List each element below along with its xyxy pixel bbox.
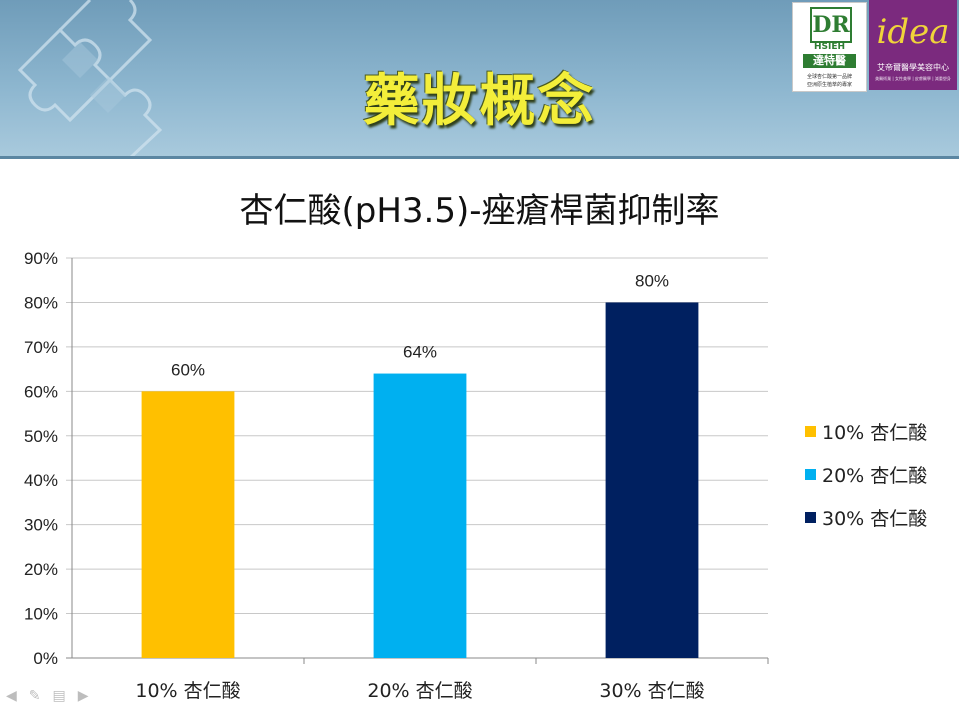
- dr-logo-name: 達特醫: [803, 54, 856, 68]
- legend-swatch: [805, 511, 816, 523]
- y-tick-label: 90%: [24, 249, 58, 268]
- y-tick-label: 10%: [24, 605, 58, 624]
- x-axis-ticks: 10% 杏仁酸 20% 杏仁酸 30% 杏仁酸: [135, 658, 769, 702]
- data-labels: 60% 64% 80%: [171, 271, 669, 379]
- y-tick-label: 20%: [24, 560, 58, 579]
- menu-icon[interactable]: ▤: [52, 688, 66, 704]
- slide-title: 藥妝概念: [363, 69, 596, 134]
- x-tick-label: 10% 杏仁酸: [135, 680, 240, 702]
- data-label: 60%: [171, 360, 205, 379]
- idea-clinic-logo: idea 艾帝爾醫學美容中心 美醫術業 | 女性美學 | 皮膚醫學 | 減重塑身: [869, 0, 957, 90]
- y-tick-label: 30%: [24, 516, 58, 535]
- bar: [141, 391, 235, 658]
- prev-arrow-icon[interactable]: ◀: [6, 688, 17, 704]
- next-arrow-icon[interactable]: ▶: [77, 688, 89, 704]
- legend-item: 10% 杏仁酸: [805, 421, 927, 444]
- legend-swatch: [805, 468, 816, 480]
- legend-swatch: [805, 425, 816, 437]
- y-tick-label: 0%: [33, 649, 58, 668]
- slide-nav: ◀ ✎ ▤ ▶: [6, 688, 89, 704]
- legend-item: 30% 杏仁酸: [805, 507, 927, 530]
- dr-logo-hsieh: HSIEH: [813, 42, 846, 52]
- dr-hsieh-logo: DR HSIEH 達特醫 全球杏仁酸第一品牌 亞洲原生植萃的專家: [792, 2, 867, 92]
- data-label: 80%: [635, 271, 669, 290]
- y-tick-label: 60%: [24, 382, 58, 401]
- idea-logo-sub: 美醫術業 | 女性美學 | 皮膚醫學 | 減重塑身: [875, 76, 951, 81]
- header-divider: [0, 156, 959, 159]
- dr-logo-tagline-2: 亞洲原生植萃的專家: [806, 82, 852, 88]
- legend-label: 10% 杏仁酸: [822, 421, 928, 444]
- chart-title: 杏仁酸(pH3.5)-痤瘡桿菌抑制率: [239, 191, 720, 231]
- data-label: 64%: [403, 343, 437, 362]
- idea-logo-mark: idea: [876, 12, 950, 52]
- dr-logo-mark: DR: [810, 7, 852, 43]
- legend-label: 20% 杏仁酸: [822, 464, 928, 487]
- puzzle-decoration-icon: [17, 0, 163, 158]
- legend-label: 30% 杏仁酸: [822, 507, 928, 530]
- y-tick-label: 70%: [24, 338, 58, 357]
- bar: [373, 373, 467, 658]
- x-tick-label: 30% 杏仁酸: [599, 680, 704, 702]
- bars: [141, 302, 699, 658]
- bar: [605, 302, 699, 658]
- idea-logo-name: 艾帝爾醫學美容中心: [877, 63, 949, 72]
- dr-logo-tagline-1: 全球杏仁酸第一品牌: [806, 74, 852, 80]
- legend-item: 20% 杏仁酸: [805, 464, 927, 487]
- chart-legend: 10% 杏仁酸 20% 杏仁酸 30% 杏仁酸: [805, 421, 927, 550]
- y-tick-label: 50%: [24, 427, 58, 446]
- pen-icon[interactable]: ✎: [28, 688, 41, 704]
- y-tick-label: 80%: [24, 293, 58, 312]
- y-axis-ticks: 0% 10% 20% 30% 40% 50% 60% 70% 80% 90%: [24, 249, 58, 668]
- y-tick-label: 40%: [24, 471, 58, 490]
- x-tick-label: 20% 杏仁酸: [367, 680, 472, 702]
